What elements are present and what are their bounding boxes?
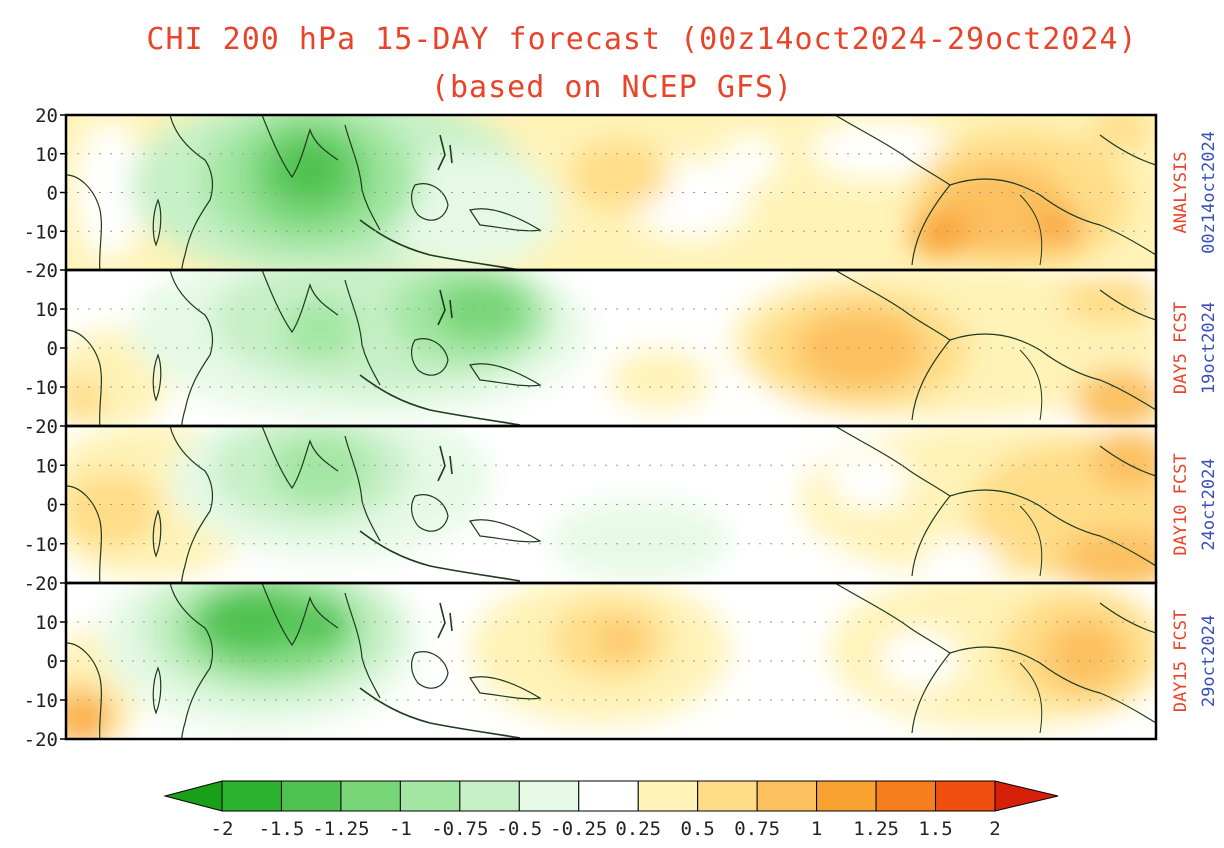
y-tick-label: -10 [24, 377, 58, 399]
panel-label: DAY15 FCST [1171, 610, 1191, 712]
panel-date: 19oct2024 [1199, 302, 1219, 394]
colorbar-tick-label: -1.5 [259, 818, 305, 840]
y-tick-label: 0 [47, 183, 58, 205]
panel-day5-map [66, 270, 1156, 426]
y-tick-label: -10 [24, 534, 58, 556]
colorbar-swatch [756, 780, 818, 812]
panel-analysis-map [66, 115, 1156, 270]
colorbar-tick-label: 1 [811, 818, 822, 840]
y-tick-label: -10 [24, 221, 58, 243]
panel-label: DAY5 FCST [1171, 302, 1191, 394]
panel-date: 00z14oct2024 [1199, 131, 1219, 254]
colorbar-swatch [816, 780, 877, 812]
colorbar-swatch [637, 780, 699, 812]
colorbar-swatch [221, 780, 282, 812]
colorbar: -2 -1.5 -1.25 -1 -0.75 -0.5 -0.25 0.25 0.5 0.75 1 1… [163, 780, 1059, 840]
y-tick-label: 10 [35, 612, 58, 634]
colorbar-swatch [697, 780, 758, 812]
colorbar-tick-label: 0.25 [615, 818, 661, 840]
y-tick-label: 0 [47, 338, 58, 360]
colorbar-min-arrow [163, 780, 223, 812]
colorbar-swatch [280, 780, 342, 812]
y-tick-label: -20 [24, 260, 58, 282]
y-tick-label: 10 [35, 144, 58, 166]
y-axis: 20 10 0 -10 -20 10 0 -10 -20 10 0 -10 -20 10 0 -10 -20 [24, 105, 66, 751]
panel-day15-map [66, 583, 1156, 739]
colorbar-swatch [340, 780, 401, 812]
y-tick-label: 10 [35, 455, 58, 477]
colorbar-tick-label: -1 [389, 818, 412, 840]
colorbar-swatch [875, 780, 937, 812]
panel-day10-map [66, 426, 1156, 583]
panel-label: DAY10 FCST [1171, 453, 1191, 555]
title-line-2: (based on NCEP GFS) [430, 70, 794, 105]
y-tick-label: -20 [24, 573, 58, 595]
colorbar-tick-label: -0.25 [550, 818, 607, 840]
colorbar-swatch [578, 780, 639, 812]
colorbar-tick-label: 0.5 [681, 818, 715, 840]
colorbar-tick-label: 1.25 [853, 818, 899, 840]
colorbar-tick-label: -1.25 [312, 818, 369, 840]
panel-date: 24oct2024 [1199, 458, 1219, 550]
y-tick-label: -20 [24, 729, 58, 751]
y-tick-label: 0 [47, 651, 58, 673]
colorbar-tick-label: 2 [989, 818, 1000, 840]
colorbar-swatch [459, 780, 520, 812]
panel-date: 29oct2024 [1199, 615, 1219, 707]
y-tick-label: -20 [24, 416, 58, 438]
colorbar-swatch [399, 780, 461, 812]
y-tick-label: 0 [47, 495, 58, 517]
colorbar-max-arrow [994, 780, 1059, 812]
colorbar-tick-label: 0.75 [734, 818, 780, 840]
colorbar-tick-label: 1.5 [918, 818, 952, 840]
colorbar-swatch [518, 780, 580, 812]
colorbar-tick-label: -2 [211, 818, 234, 840]
colorbar-tick-label: -0.5 [496, 818, 542, 840]
colorbar-tick-label: -0.75 [431, 818, 488, 840]
y-tick-label: -10 [24, 690, 58, 712]
y-tick-label: 10 [35, 299, 58, 321]
title-line-1: CHI 200 hPa 15-DAY forecast (00z14oct202… [146, 22, 1138, 57]
y-tick-label: 20 [35, 105, 58, 127]
colorbar-swatch [935, 780, 996, 812]
panel-labels: ANALYSIS 00z14oct2024 DAY5 FCST 19oct2024 DA… [1171, 131, 1219, 712]
panel-label: ANALYSIS [1171, 152, 1191, 234]
